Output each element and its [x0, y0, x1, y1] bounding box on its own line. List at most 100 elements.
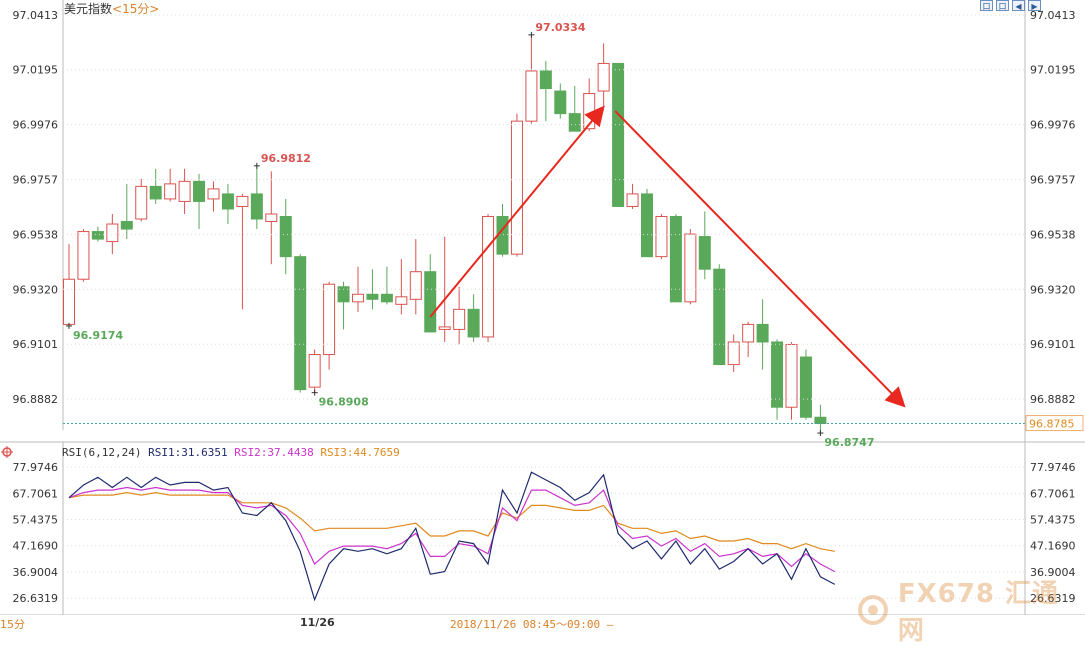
- candle[interactable]: [380, 266, 393, 305]
- extreme-label: 96.8747: [824, 436, 874, 449]
- candle[interactable]: [482, 213, 495, 342]
- layout-button-1[interactable]: 口: [980, 0, 993, 11]
- candle-body: [467, 308, 480, 338]
- candle-body: [207, 188, 220, 200]
- candle-body: [814, 416, 827, 425]
- annotations-layer: 97.0334 96.9812 96.9174 96.8908 96.8747: [66, 21, 875, 449]
- candle[interactable]: [799, 349, 812, 420]
- candle[interactable]: [77, 229, 90, 282]
- candle-body: [785, 343, 798, 408]
- candle[interactable]: [467, 294, 480, 342]
- candle[interactable]: [641, 188, 653, 258]
- candle[interactable]: [164, 168, 177, 202]
- chart-svg: 97.0413 97.0413 97.0195 97.0195 96.9976 96.99…: [0, 0, 1085, 630]
- rsi2-line: [68, 486, 836, 573]
- chart-period[interactable]: <15分>: [112, 2, 160, 16]
- candles-layer: [63, 34, 827, 434]
- candle-body: [482, 216, 495, 338]
- candle[interactable]: [395, 259, 408, 315]
- candle[interactable]: [424, 254, 437, 333]
- candle-body: [799, 356, 812, 418]
- candle[interactable]: [771, 339, 784, 420]
- bottom-bar: [0, 615, 1085, 630]
- candle[interactable]: [727, 334, 740, 373]
- candle-body: [539, 70, 552, 90]
- candle[interactable]: [655, 213, 668, 260]
- rsi-legend-label: RSI(6,12,24): [62, 446, 142, 459]
- rsi-tick-right: 67.7061: [1030, 487, 1076, 500]
- layout-button-2[interactable]: 口: [996, 0, 1009, 11]
- candle[interactable]: [568, 86, 581, 132]
- rsi2-legend-value: RSI2:37.4438: [234, 446, 314, 459]
- candle[interactable]: [698, 211, 711, 280]
- candle[interactable]: [265, 171, 278, 265]
- candle-body: [63, 278, 75, 325]
- candle-body: [626, 193, 639, 207]
- candle[interactable]: [178, 168, 191, 214]
- candle[interactable]: [438, 236, 451, 342]
- candle[interactable]: [366, 269, 379, 310]
- candle[interactable]: [626, 183, 639, 209]
- candle[interactable]: [352, 266, 364, 312]
- price-tick-left: 96.9320: [13, 283, 59, 296]
- rsi-legend: RSI(6,12,24) RSI1:31.6351 RSI2:37.4438 R…: [62, 446, 400, 459]
- candle[interactable]: [323, 281, 336, 370]
- rsi-tick-left: 77.9746: [13, 461, 59, 474]
- rsi1-line: [68, 471, 836, 602]
- scroll-left-button[interactable]: ◀: [1012, 0, 1025, 11]
- rsi-tick-left: 57.4375: [13, 514, 59, 527]
- extreme-label: 97.0334: [535, 21, 585, 34]
- scroll-right-button[interactable]: ▶: [1028, 0, 1041, 11]
- price-tick-right: 96.9320: [1030, 283, 1076, 296]
- candle[interactable]: [308, 349, 321, 393]
- candle[interactable]: [453, 286, 466, 345]
- chart-title-bar: 美元指数<15分>: [64, 0, 159, 17]
- candle-body: [323, 283, 336, 356]
- candle[interactable]: [785, 341, 798, 420]
- candle[interactable]: [106, 213, 119, 255]
- extreme-label: 96.9812: [261, 152, 311, 165]
- candle-body: [727, 341, 740, 366]
- candle[interactable]: [149, 168, 162, 204]
- candle[interactable]: [684, 229, 697, 305]
- candle-body: [655, 216, 668, 258]
- period-tab[interactable]: 15分: [0, 618, 25, 631]
- candle[interactable]: [597, 43, 610, 107]
- candle-body: [221, 193, 234, 210]
- candle[interactable]: [279, 198, 292, 275]
- last-price-label: 96.8785: [1029, 418, 1075, 431]
- candle-body: [525, 70, 538, 122]
- candle[interactable]: [510, 113, 523, 257]
- candle[interactable]: [742, 321, 755, 358]
- candle[interactable]: [236, 193, 249, 310]
- rsi-settings-icon[interactable]: [1, 446, 13, 458]
- candle[interactable]: [207, 181, 220, 212]
- candle-body: [641, 193, 653, 258]
- candle-body: [395, 296, 408, 305]
- candle[interactable]: [539, 60, 552, 122]
- candle[interactable]: [120, 183, 133, 240]
- candle[interactable]: [221, 183, 234, 225]
- candle-body: [554, 90, 567, 115]
- chart-root: 97.0413 97.0413 97.0195 97.0195 96.9976 96.99…: [0, 0, 1085, 630]
- price-tick-right: 96.9538: [1030, 229, 1076, 242]
- candle[interactable]: [294, 254, 307, 393]
- candle[interactable]: [135, 178, 148, 222]
- ticks-layer: 97.0413 97.0413 97.0195 97.0195 96.9976 96.99…: [13, 9, 1084, 432]
- candle[interactable]: [814, 404, 827, 434]
- candle[interactable]: [91, 226, 104, 242]
- candle[interactable]: [669, 213, 682, 303]
- candle-body: [698, 236, 711, 270]
- candle[interactable]: [409, 239, 422, 315]
- candle[interactable]: [554, 83, 567, 119]
- candle[interactable]: [525, 34, 538, 124]
- candle[interactable]: [63, 244, 75, 327]
- price-tick-left: 97.0195: [13, 64, 59, 77]
- candle[interactable]: [612, 62, 625, 207]
- candle[interactable]: [713, 264, 726, 366]
- candle-body: [106, 223, 119, 243]
- candle[interactable]: [193, 173, 206, 230]
- chart-title: 美元指数: [64, 2, 113, 16]
- candle[interactable]: [756, 299, 769, 370]
- candle[interactable]: [250, 165, 263, 230]
